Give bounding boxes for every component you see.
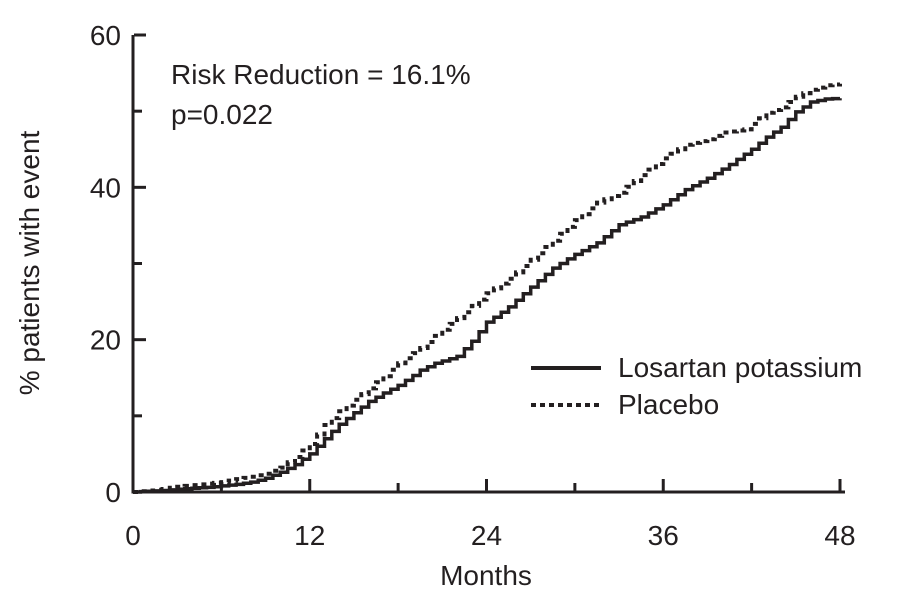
legend-item-placebo: Placebo bbox=[531, 386, 862, 423]
x-tick-label: 24 bbox=[471, 520, 502, 551]
y-tick-label: 60 bbox=[90, 20, 121, 51]
y-axis-title: % patients with event bbox=[14, 130, 45, 396]
dashed-line-swatch bbox=[531, 402, 601, 407]
series-losartan bbox=[133, 96, 842, 494]
y-tick-label: 40 bbox=[90, 172, 121, 203]
series-placebo bbox=[133, 82, 842, 494]
y-tick-label: 0 bbox=[105, 477, 121, 508]
x-tick-label: 48 bbox=[824, 520, 855, 551]
y-tick-label: 20 bbox=[90, 325, 121, 356]
legend-label-losartan: Losartan potassium bbox=[618, 351, 863, 383]
x-axis-title: Months bbox=[440, 560, 532, 591]
legend-label-placebo: Placebo bbox=[618, 388, 720, 420]
x-tick-label: 36 bbox=[648, 520, 679, 551]
legend-item-losartan: Losartan potassium bbox=[531, 349, 862, 386]
solid-line-swatch bbox=[531, 365, 601, 370]
p-value-text: p=0.022 bbox=[171, 99, 273, 130]
legend: Losartan potassium Placebo bbox=[531, 349, 862, 423]
annotation-block: Risk Reduction = 16.1% p=0.022 bbox=[171, 55, 471, 135]
risk-reduction-text: Risk Reduction = 16.1% bbox=[171, 59, 471, 90]
x-tick-label: 0 bbox=[125, 520, 141, 551]
x-tick-label: 12 bbox=[294, 520, 325, 551]
